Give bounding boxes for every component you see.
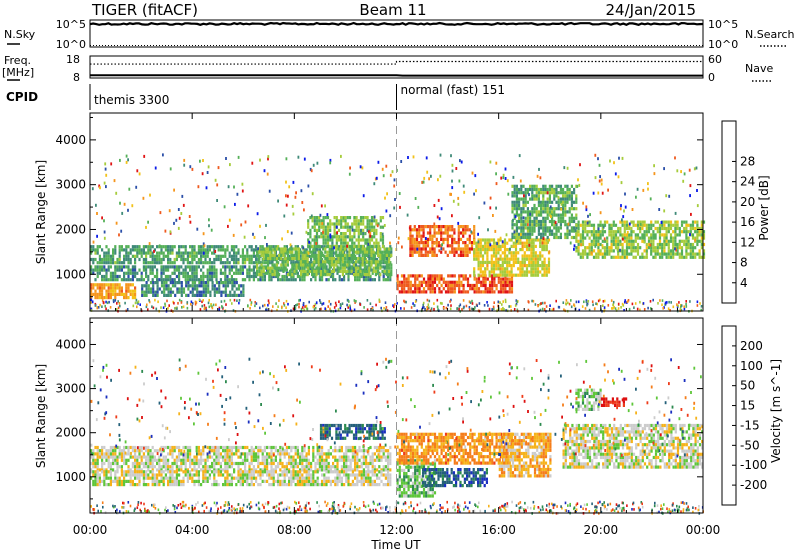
power-region-8 [473,238,551,277]
velocity-colorbar-label-5: -50 [740,438,760,452]
velocity-ytick-label-1000: 1000 [55,470,86,484]
noise-right-tick-top: 10^5 [708,18,738,31]
noise-sky-line [89,21,704,26]
velocity-colorbar-label-3: 15 [740,399,755,413]
xtick-label-1: 04:00 [175,523,210,537]
power-region-10 [575,220,706,259]
velocity-region-2 [319,423,386,440]
power-ytick-label-4000: 4000 [55,133,86,147]
power-region-1 [90,265,392,282]
cpid-label: CPID [6,90,38,104]
nave-line [90,60,703,65]
power-near-range-clutter [90,298,703,313]
freq-right-tick-bottom: 0 [708,71,715,84]
power-colorbar-label-2: 12 [740,235,755,249]
velocity-panel: 1000 2000 3000 4000 Slant Range [km] 200 100… [34,317,783,515]
power-colorbar-frame [721,120,737,304]
power-ytick-label-2000: 2000 [55,222,86,236]
velocity-colorbar-label-6: -100 [740,458,767,472]
noise-left-tick-top: 10^5 [56,18,86,31]
power-panel: 1000 2000 3000 4000 Slant Range [km] 4 8 12 16… [34,112,771,313]
velocity-colorbar-label: Velocity [m s^-1] [769,359,783,463]
cpid-panel: CPID themis 3300 normal (fast) 151 [6,83,505,110]
power-region-9 [511,184,578,240]
power-region-4 [256,247,393,277]
power-ytick-label-1000: 1000 [55,267,86,281]
power-colorbar: 4 8 12 16 20 24 28 [721,120,755,304]
xtick-label-4: 16:00 [481,523,516,537]
velocity-region-6 [498,432,552,478]
velocity-region-1 [90,470,392,487]
velocity-ytick-label-3000: 3000 [55,382,86,396]
power-ylabel: Slant Range [km] [34,160,48,264]
xtick-label-2: 08:00 [277,523,312,537]
xtick-label-6: 00:00 [686,523,721,537]
velocity-colorbar: 200 100 50 15 -15 -50 -100 -200 [721,325,767,506]
power-colorbar-label-3: 16 [740,215,755,229]
velocity-scatter-points [90,357,704,458]
velocity-colorbar-label-4: -15 [740,418,760,432]
radar-title: TIGER (fitACF) [91,1,198,19]
velocity-colorbar-label-7: -200 [740,478,767,492]
velocity-region-5 [396,432,514,465]
freq-left-tick-top: 18 [66,53,80,66]
velocity-colorbar-label-0: 200 [740,339,763,353]
beam-title: Beam 11 [359,1,426,19]
x-axis: 00:00 04:00 08:00 12:00 16:00 20:00 00:00 [73,113,721,537]
noise-sky-label: N.Sky [4,28,36,41]
velocity-heatmap [90,357,704,515]
freq-right-tick-top: 60 [708,53,722,66]
power-colorbar-label-6: 28 [740,154,755,168]
power-scatter-points [91,153,699,255]
power-y-axis: 1000 2000 3000 4000 [55,116,703,298]
power-ytick-label-3000: 3000 [55,178,86,192]
power-colorbar-label-4: 20 [740,195,755,209]
freq-label: Freq. [4,54,31,67]
freq-left-tick-bottom: 8 [73,71,80,84]
power-colorbar-label-5: 24 [740,175,755,189]
power-colorbar-label-0: 4 [740,276,748,290]
velocity-region-9 [600,397,628,407]
nave-label: Nave [745,62,773,75]
noise-panel: N.Sky 10^5 10^0 10^5 10^0 N.Search [4,18,795,51]
power-colorbar-label: Power [dB] [757,175,771,240]
noise-search-label: N.Search [745,28,795,41]
freq-panel: Freq. [MHz] 18 8 60 0 Nave [2,53,773,84]
velocity-region-8 [575,388,602,411]
cpid-mode-normal: normal (fast) 151 [401,83,505,97]
cpid-mode-themis: themis 3300 [94,93,169,107]
power-region-3 [141,281,245,297]
velocity-ytick-label-4000: 4000 [55,337,86,351]
velocity-ylabel: Slant Range [km] [34,364,48,468]
power-colorbar-label-1: 8 [740,256,748,270]
velocity-colorbar-frame [721,325,737,506]
xtick-label-5: 20:00 [584,523,619,537]
power-region-5 [307,216,385,248]
velocity-colorbar-label-1: 100 [740,359,763,373]
date-title: 24/Jan/2015 [606,1,697,19]
xtick-label-3: 12:00 [379,523,414,537]
power-region-6 [396,274,514,294]
noise-right-tick-bottom: 10^0 [708,38,738,51]
power-heatmap [90,153,706,313]
xtick-label-0: 00:00 [73,523,108,537]
x-axis-label: Time UT [370,538,421,552]
velocity-ytick-label-2000: 2000 [55,426,86,440]
power-region-7 [409,225,476,257]
velocity-region-0 [90,445,392,472]
velocity-colorbar-label-2: 50 [740,379,755,393]
power-region-2 [90,283,137,300]
velocity-y-axis: 1000 2000 3000 4000 [55,321,703,500]
freq-unit-label: [MHz] [2,66,34,79]
velocity-region-4 [422,468,488,488]
noise-left-tick-bottom: 10^0 [56,38,86,51]
